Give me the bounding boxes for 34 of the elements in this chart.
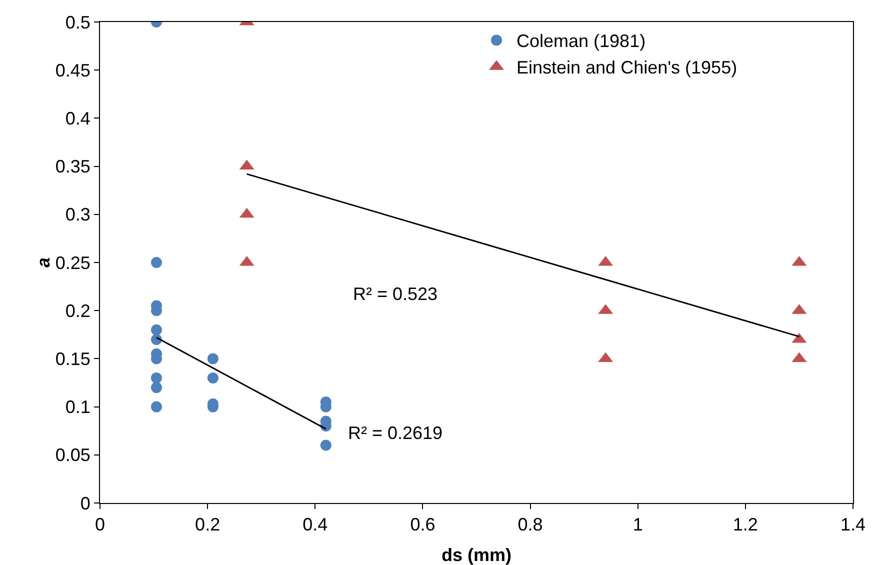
y-axis-title: a — [33, 257, 54, 268]
x-tick-label: 0.2 — [195, 514, 220, 535]
x-tick-label: 1 — [632, 514, 643, 535]
point — [150, 334, 162, 345]
y-tick-label: 0.35 — [55, 156, 90, 177]
point — [150, 257, 162, 268]
x-tick-label: 0.6 — [410, 514, 436, 535]
point — [150, 401, 162, 412]
x-tick-label: 1.2 — [732, 514, 758, 535]
point — [320, 440, 332, 451]
y-tick-label: 0.2 — [65, 300, 90, 321]
point — [150, 382, 162, 394]
y-tick-label: 0.3 — [65, 204, 90, 225]
x-tick-label: 0 — [94, 514, 106, 535]
legend-label: Coleman (1981) — [516, 31, 646, 52]
point — [150, 372, 162, 384]
annotation: R² = 0.523 — [353, 284, 438, 304]
y-tick-label: 0.15 — [55, 349, 90, 369]
x-tick-label: 1.4 — [840, 514, 866, 535]
x-tick-label: 0.8 — [518, 514, 543, 535]
y-tick-label: 0 — [80, 493, 90, 514]
y-tick-label: 0.45 — [55, 60, 90, 80]
point — [150, 324, 162, 336]
point — [207, 372, 218, 384]
y-tick-label: 0.5 — [65, 12, 90, 32]
x-tick-label: 0.4 — [302, 514, 328, 535]
point — [207, 353, 218, 364]
y-tick-label: 0.1 — [65, 397, 90, 418]
annotation: R² = 0.2619 — [348, 423, 443, 443]
y-tick-label: 0.05 — [55, 445, 90, 466]
y-tick-label: 0.4 — [65, 108, 90, 128]
y-tick-label: 0.25 — [55, 252, 90, 273]
x-axis-title: ds (mm) — [441, 545, 512, 565]
legend-label: Einstein and Chien's (1955) — [516, 58, 738, 78]
